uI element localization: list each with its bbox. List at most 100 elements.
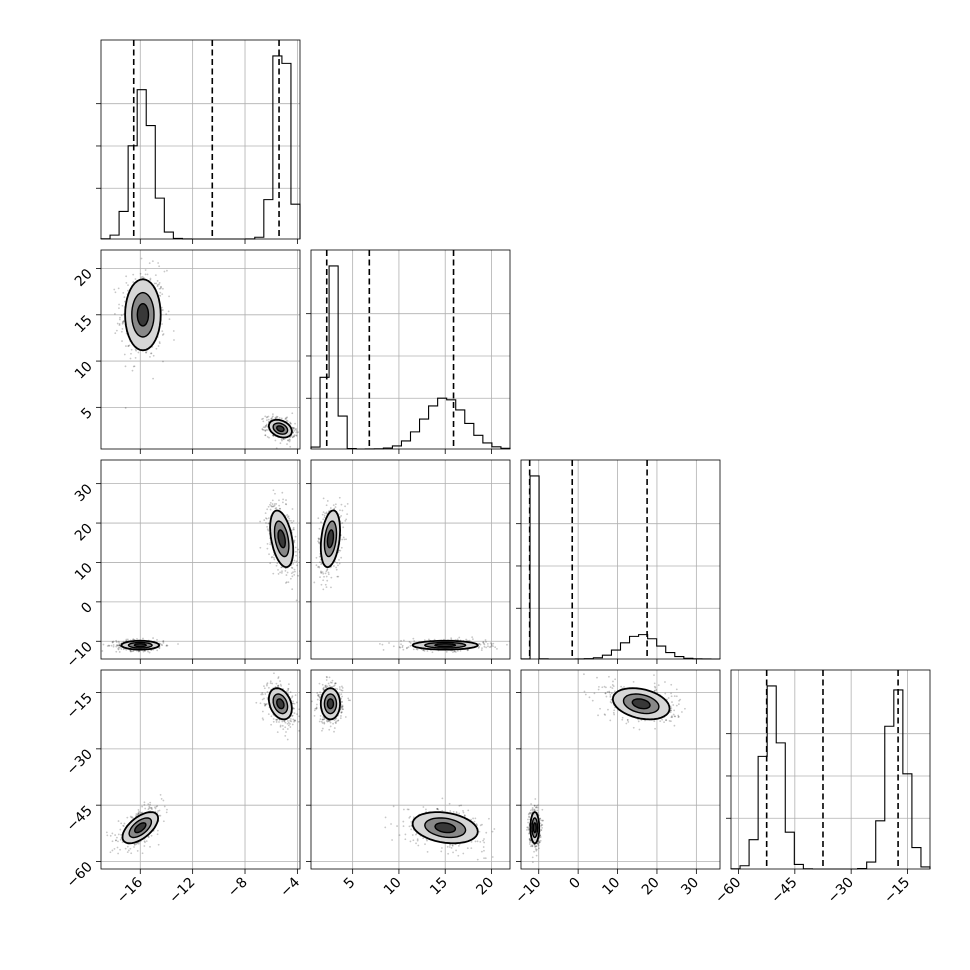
sample-point bbox=[404, 838, 407, 841]
contour-1-0-0-0 bbox=[136, 302, 150, 327]
sample-point bbox=[321, 722, 324, 724]
sample-point bbox=[284, 503, 287, 505]
sample-point bbox=[281, 724, 284, 727]
sample-point bbox=[124, 847, 127, 850]
sample-point bbox=[480, 850, 483, 853]
sample-point bbox=[264, 425, 267, 428]
sample-point bbox=[264, 693, 267, 695]
panel-grid-2-2 bbox=[538, 460, 697, 659]
sample-point bbox=[270, 417, 273, 420]
sample-point bbox=[287, 515, 290, 518]
sample-point bbox=[313, 581, 316, 584]
sample-point bbox=[266, 525, 269, 528]
sample-point bbox=[132, 365, 135, 368]
sample-point bbox=[134, 356, 137, 359]
sample-point bbox=[266, 684, 268, 687]
sample-point bbox=[596, 676, 598, 679]
sample-point bbox=[266, 696, 269, 699]
sample-point bbox=[269, 501, 272, 504]
sample-point bbox=[422, 649, 425, 652]
sample-point bbox=[392, 645, 395, 648]
sample-point bbox=[267, 505, 270, 508]
sample-point bbox=[301, 560, 303, 562]
sample-point bbox=[321, 571, 324, 574]
sample-point bbox=[318, 693, 320, 696]
sample-point bbox=[137, 351, 140, 354]
sample-point bbox=[345, 538, 347, 541]
sample-point bbox=[333, 684, 336, 687]
sample-point bbox=[284, 569, 287, 572]
sample-point bbox=[336, 575, 339, 578]
sample-point bbox=[117, 646, 120, 649]
sample-point bbox=[612, 711, 615, 714]
sample-point bbox=[118, 307, 120, 310]
sample-point bbox=[335, 720, 338, 723]
sample-point bbox=[384, 816, 387, 819]
sample-point bbox=[610, 692, 613, 694]
sample-point bbox=[158, 281, 161, 284]
sample-point bbox=[485, 646, 488, 649]
sample-point bbox=[102, 643, 105, 646]
sample-point bbox=[298, 715, 300, 718]
panel-frame-0-0 bbox=[100, 39, 301, 240]
sample-point bbox=[263, 685, 265, 688]
sample-point bbox=[269, 508, 272, 511]
sample-point bbox=[111, 832, 114, 835]
sample-point bbox=[270, 418, 273, 420]
sample-point bbox=[149, 279, 152, 281]
sample-point bbox=[287, 519, 290, 522]
sample-point bbox=[262, 420, 265, 423]
sample-point bbox=[455, 811, 458, 813]
sample-point bbox=[487, 645, 489, 648]
sample-point bbox=[440, 850, 443, 853]
sample-point bbox=[333, 565, 335, 567]
sample-point bbox=[482, 641, 485, 644]
sample-point bbox=[481, 647, 483, 650]
sample-point bbox=[334, 721, 337, 724]
sample-point bbox=[287, 720, 289, 722]
sample-point bbox=[159, 793, 162, 796]
sample-point bbox=[294, 720, 297, 722]
sample-point bbox=[261, 418, 263, 421]
sample-point bbox=[119, 838, 122, 841]
sample-point bbox=[266, 682, 269, 685]
contour-3-1-1-0 bbox=[434, 822, 457, 834]
sample-point bbox=[347, 699, 350, 702]
sample-point bbox=[135, 814, 138, 817]
sample-point bbox=[293, 435, 295, 438]
sample-point bbox=[409, 840, 412, 843]
sample-point bbox=[266, 683, 268, 686]
sample-point bbox=[478, 645, 481, 648]
sample-point bbox=[470, 840, 473, 843]
sample-point bbox=[267, 522, 270, 525]
sample-point bbox=[381, 643, 384, 646]
sample-point bbox=[287, 581, 290, 584]
sample-point bbox=[460, 804, 462, 807]
sample-point bbox=[588, 696, 591, 699]
sample-point bbox=[287, 687, 290, 690]
sample-point bbox=[426, 650, 429, 652]
sample-point bbox=[319, 576, 321, 578]
sample-point bbox=[149, 806, 152, 809]
sample-point bbox=[262, 426, 265, 429]
sample-point bbox=[138, 650, 140, 653]
sample-point bbox=[456, 638, 459, 641]
sample-point bbox=[300, 434, 302, 436]
sample-point bbox=[320, 720, 323, 723]
sample-point bbox=[137, 812, 140, 814]
sample-point bbox=[280, 417, 283, 420]
sample-point bbox=[341, 704, 344, 707]
sample-point bbox=[275, 507, 278, 509]
sample-point bbox=[157, 843, 160, 846]
sample-point bbox=[139, 272, 142, 275]
sample-point bbox=[289, 726, 292, 728]
sample-point bbox=[264, 429, 267, 432]
sample-point bbox=[479, 840, 482, 843]
sample-point bbox=[275, 503, 278, 505]
sample-point bbox=[149, 845, 151, 848]
sample-point bbox=[436, 808, 439, 810]
sample-point bbox=[294, 535, 297, 538]
sample-point bbox=[117, 287, 120, 290]
sample-point bbox=[484, 857, 487, 860]
sample-point bbox=[412, 648, 415, 651]
